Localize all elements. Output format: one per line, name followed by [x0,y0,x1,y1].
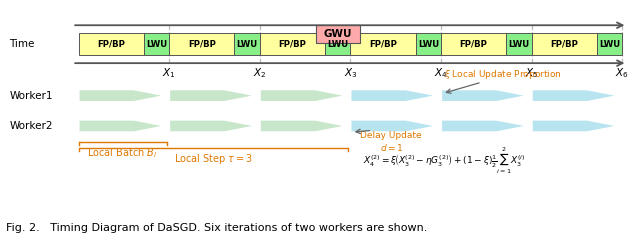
FancyBboxPatch shape [79,33,144,56]
Polygon shape [79,120,166,132]
Polygon shape [441,89,529,102]
Text: $X_6$: $X_6$ [616,66,629,80]
Text: $X_3$: $X_3$ [344,66,357,80]
Text: FP/BP: FP/BP [97,40,125,49]
Text: $X_2$: $X_2$ [253,66,266,80]
FancyBboxPatch shape [144,33,169,56]
Text: LWU: LWU [237,40,258,49]
Text: $X_5$: $X_5$ [525,66,538,80]
Text: FP/BP: FP/BP [369,40,397,49]
Text: Local Step $\tau = 3$: Local Step $\tau = 3$ [173,152,253,166]
Text: $X_4$: $X_4$ [434,66,448,80]
Polygon shape [532,89,620,102]
Text: Delay Update
       $d = 1$: Delay Update $d = 1$ [360,131,422,153]
Text: $X_4^{(2)} = \xi\!\left(X_3^{(2)} - \eta G_3^{(2)}\right) + (1-\xi)\frac{1}{2}\s: $X_4^{(2)} = \xi\!\left(X_3^{(2)} - \eta… [363,146,525,176]
Polygon shape [441,120,529,132]
FancyBboxPatch shape [260,33,325,56]
Polygon shape [351,89,438,102]
Text: Local Batch $B_l$: Local Batch $B_l$ [88,146,157,160]
Text: LWU: LWU [508,40,529,49]
Text: LWU: LWU [418,40,439,49]
FancyBboxPatch shape [234,33,260,56]
Text: LWU: LWU [146,40,167,49]
Text: Fig. 2.   Timing Diagram of DaSGD. Six iterations of two workers are shown.: Fig. 2. Timing Diagram of DaSGD. Six ite… [6,223,428,234]
Text: FP/BP: FP/BP [188,40,216,49]
FancyBboxPatch shape [169,33,234,56]
Polygon shape [169,120,257,132]
FancyBboxPatch shape [506,33,532,56]
Text: $X_1$: $X_1$ [163,66,176,80]
Text: $\xi$ Local Update Proportion: $\xi$ Local Update Proportion [444,68,562,81]
Text: LWU: LWU [599,40,620,49]
FancyBboxPatch shape [532,33,597,56]
FancyBboxPatch shape [415,33,441,56]
FancyBboxPatch shape [325,33,351,56]
Text: Worker1: Worker1 [10,91,53,101]
Polygon shape [532,120,620,132]
FancyBboxPatch shape [316,25,360,43]
FancyBboxPatch shape [597,33,622,56]
Polygon shape [79,89,166,102]
Text: Time: Time [10,39,35,49]
Text: GWU: GWU [323,29,352,39]
Polygon shape [260,89,348,102]
Text: LWU: LWU [327,40,348,49]
FancyBboxPatch shape [441,33,506,56]
Text: Worker2: Worker2 [10,121,53,131]
Polygon shape [351,120,438,132]
Text: FP/BP: FP/BP [550,40,579,49]
Polygon shape [169,89,257,102]
FancyBboxPatch shape [351,33,415,56]
Text: FP/BP: FP/BP [460,40,488,49]
Text: FP/BP: FP/BP [278,40,307,49]
Polygon shape [260,120,348,132]
